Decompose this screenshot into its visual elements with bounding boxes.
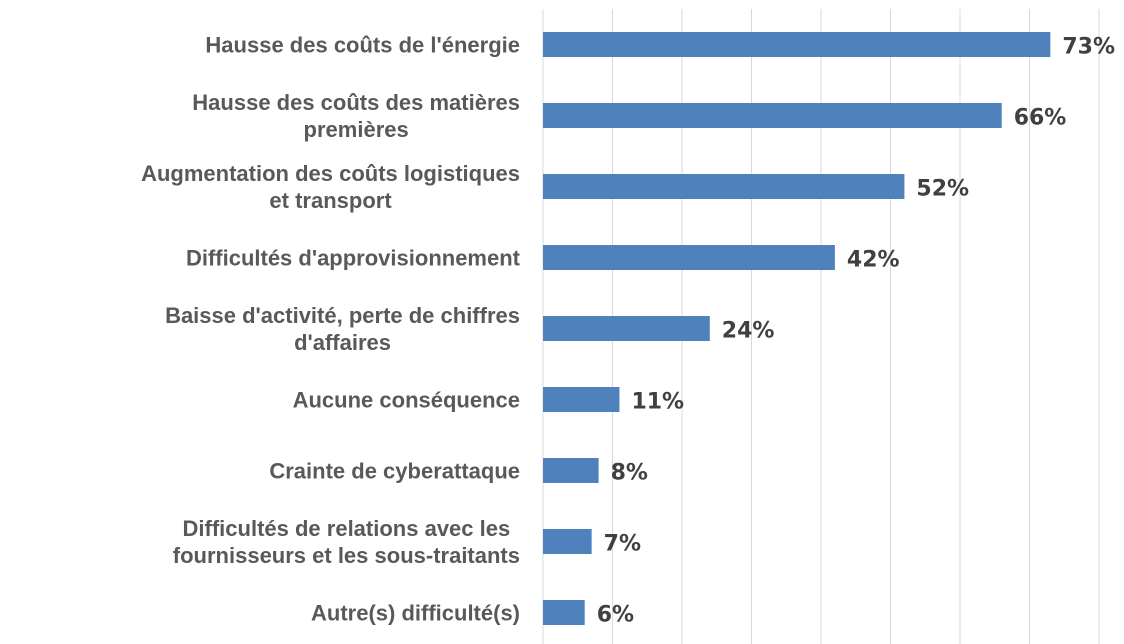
value-label: 73% [1062, 35, 1115, 60]
bar [543, 387, 620, 412]
bar [543, 103, 1002, 128]
value-label: 7% [604, 532, 641, 557]
category-label: Hausse des coûts des matières premières [192, 89, 520, 142]
bar [543, 32, 1051, 57]
category-label: Augmentation des coûts logistiques et tr… [141, 160, 520, 213]
category-label: Hausse des coûts de l'énergie [205, 32, 520, 57]
category-label: Baisse d'activité, perte de chiffres d'a… [165, 302, 520, 355]
value-label: 6% [597, 603, 634, 628]
bar [543, 529, 592, 554]
bar [543, 600, 585, 625]
bar [543, 316, 710, 341]
value-label: 11% [631, 390, 684, 415]
value-label: 24% [722, 319, 775, 344]
bar [543, 174, 905, 199]
category-label: Crainte de cyberattaque [269, 458, 520, 483]
value-label: 52% [916, 177, 969, 202]
value-label: 66% [1014, 106, 1067, 131]
category-label: Aucune conséquence [292, 387, 520, 412]
value-label: 42% [847, 248, 900, 273]
category-label: Difficultés d'approvisionnement [185, 245, 520, 270]
bar [543, 458, 599, 483]
category-label: Autre(s) difficulté(s) [311, 600, 520, 625]
category-label: Difficultés de relations avec les fourni… [172, 515, 520, 568]
bar [543, 245, 835, 270]
value-label: 8% [611, 461, 648, 486]
